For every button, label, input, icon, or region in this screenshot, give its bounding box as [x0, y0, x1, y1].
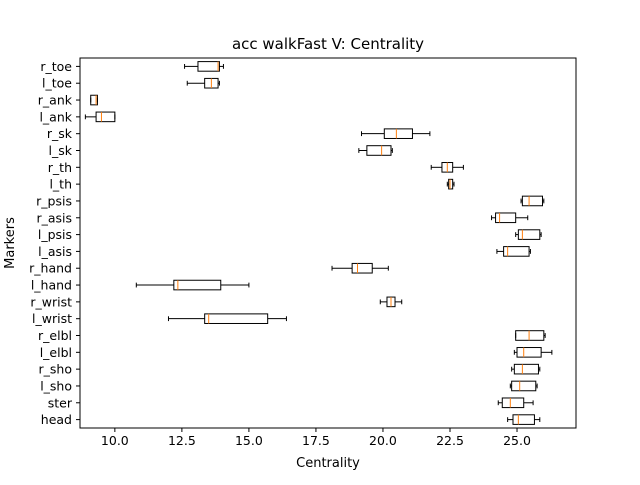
box-body — [383, 128, 413, 139]
box-r_wrist — [379, 296, 403, 308]
y-tick-label: l_elbl — [40, 345, 72, 360]
box-l_th — [446, 178, 455, 190]
plot-area — [79, 57, 577, 429]
box-r_sho — [511, 363, 541, 375]
box-l_sk — [358, 145, 393, 156]
y-tick-label: r_ank — [38, 93, 73, 108]
box-l_toe — [186, 77, 220, 89]
x-tick-label: 17.5 — [302, 433, 330, 448]
y-tick-label: l_ank — [39, 109, 72, 124]
y-tick-label: l_th — [49, 177, 72, 192]
y-tick-label: r_elbl — [38, 328, 72, 343]
box-body — [90, 94, 98, 106]
box-r_psis — [520, 195, 545, 207]
box-r_th — [430, 162, 464, 173]
y-tick-label: l_asis — [38, 244, 72, 259]
y-tick-label: l_wrist — [32, 311, 72, 326]
chart-title: acc walkFast V: Centrality — [232, 35, 424, 53]
y-tick-label: l_psis — [38, 227, 72, 242]
box-r_toe — [184, 61, 224, 72]
box-body — [511, 380, 537, 392]
y-tick-label: r_th — [48, 160, 72, 175]
box-l_hand — [135, 279, 250, 291]
box-body — [197, 61, 220, 72]
box-body — [515, 330, 545, 341]
box-body — [495, 212, 517, 224]
y-tick-label: head — [41, 412, 72, 427]
box-l_sho — [509, 380, 538, 392]
y-tick-label: l_sho — [40, 378, 72, 393]
y-tick-label: r_sk — [47, 126, 73, 141]
box-l_ank — [84, 111, 116, 123]
y-tick-label: r_sho — [39, 362, 72, 377]
y-tick-label: l_hand — [31, 278, 72, 293]
y-tick-label: r_hand — [29, 261, 72, 276]
x-tick-label: 15.0 — [235, 433, 263, 448]
box-body — [173, 279, 222, 291]
box-l_psis — [515, 229, 542, 240]
box-body — [503, 246, 530, 257]
x-axis-label: Centrality — [296, 456, 360, 471]
box-r_hand — [331, 262, 389, 274]
x-tick-label: 10.0 — [101, 433, 129, 448]
x-axis: 10.0 12.5 15.0 17.5 20.0 22.5 25.0 — [101, 428, 531, 448]
y-axis-label: Markers — [3, 217, 18, 269]
box-body — [516, 347, 542, 358]
box-body — [351, 262, 373, 274]
x-tick-label: 12.5 — [168, 433, 196, 448]
axes-frame — [79, 57, 577, 429]
box-body — [501, 397, 525, 409]
x-tick-label: 22.5 — [436, 433, 464, 448]
box-body — [95, 111, 116, 123]
x-tick-label: 25.0 — [503, 433, 531, 448]
box-r_sk — [361, 128, 431, 139]
box-body — [204, 313, 269, 324]
box-r_asis — [491, 212, 529, 224]
y-tick-label: r_psis — [36, 193, 72, 208]
box-l_elbl — [513, 347, 553, 358]
box-r_ank — [90, 94, 98, 106]
box-r_elbl — [515, 330, 546, 341]
y-tick-label: r_asis — [36, 210, 72, 225]
box-body — [517, 229, 541, 240]
box-body — [512, 414, 535, 425]
y-tick-label: r_toe — [40, 59, 72, 74]
box-head — [507, 414, 541, 425]
box-l_asis — [496, 246, 531, 257]
box-ster — [497, 397, 534, 409]
box-l_wrist — [167, 313, 287, 324]
box-body — [366, 145, 392, 156]
y-tick-label: ster — [48, 395, 73, 410]
y-tick-label: l_toe — [42, 76, 72, 91]
y-tick-label: l_sk — [49, 143, 73, 158]
box-body — [448, 178, 454, 190]
box-body — [521, 195, 543, 207]
y-tick-label: r_wrist — [30, 294, 72, 309]
x-tick-label: 20.0 — [369, 433, 397, 448]
box-body — [513, 363, 539, 375]
